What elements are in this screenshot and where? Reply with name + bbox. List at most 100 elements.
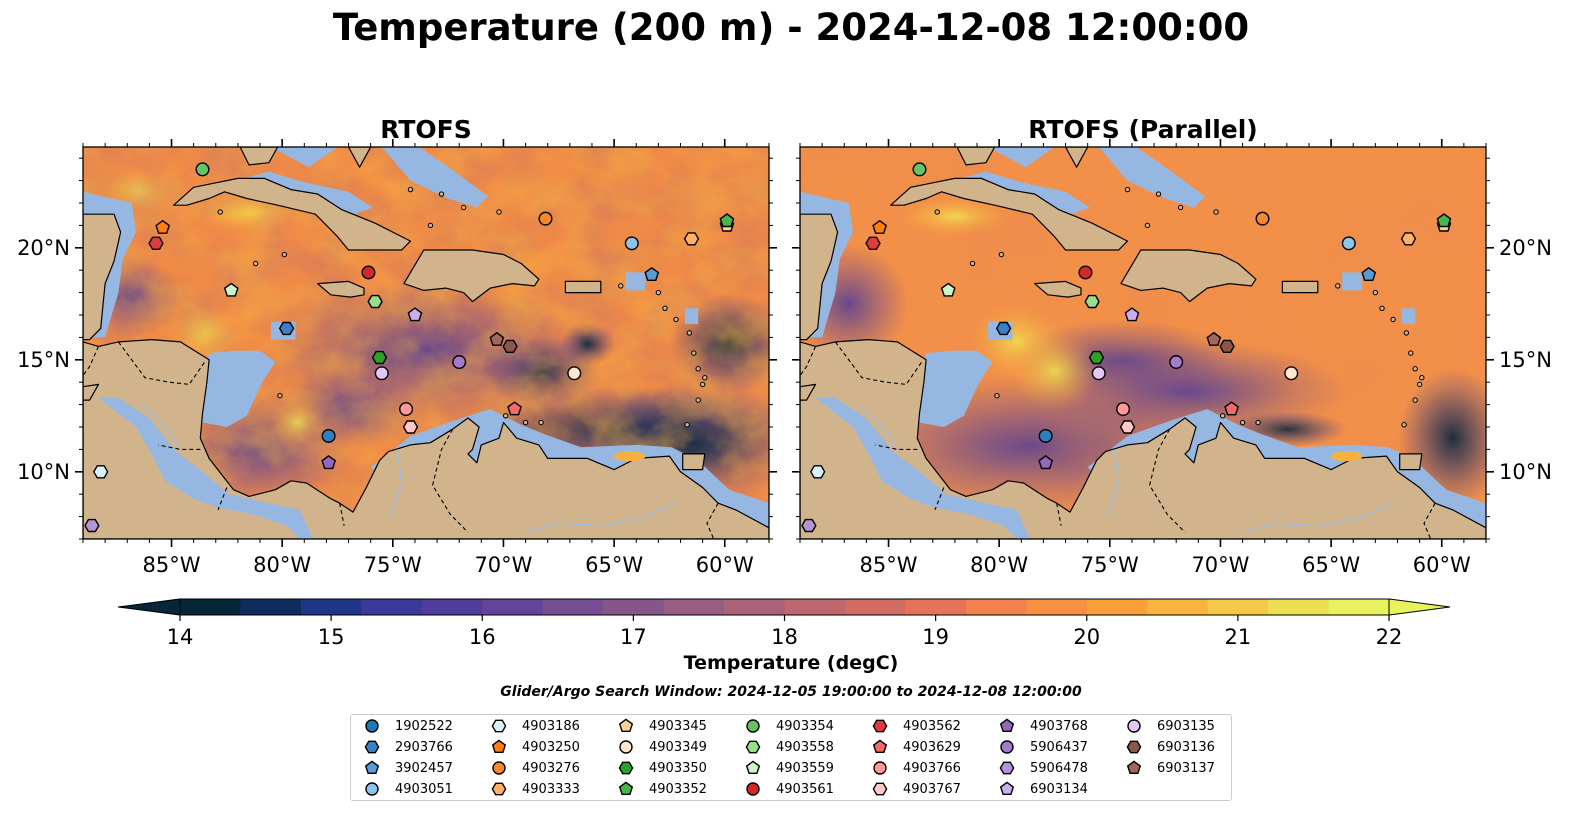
marker-4903333 (683, 232, 700, 246)
legend-marker-pentagon (999, 781, 1015, 796)
x-tick-label: 85°W (143, 553, 201, 577)
legend-item-4903766: 4903766 (871, 758, 961, 778)
legend-item-1902522: 1902522 (363, 716, 453, 736)
marker-4903562 (148, 236, 164, 251)
legend-marker-pentagon (618, 781, 634, 796)
legend-marker-pentagon (872, 739, 888, 754)
legend-marker-circle (1000, 740, 1014, 754)
legend-label: 6903134 (1030, 781, 1088, 797)
legend-marker-pentagon (1126, 760, 1142, 775)
legend-marker-hexagon (618, 761, 634, 775)
legend-symbol (618, 718, 634, 733)
legend-marker-pentagon (745, 760, 761, 775)
marker-4903768 (1038, 455, 1054, 470)
colorbar-segment (724, 599, 785, 615)
legend-symbol (746, 782, 760, 796)
legend-item-5906478: 5906478 (998, 758, 1088, 778)
marker-5906478 (84, 518, 100, 533)
colorbar-segment (1086, 599, 1148, 615)
legend-symbol (999, 781, 1015, 796)
legend-label: 3902457 (395, 760, 453, 776)
legend-marker-hexagon (491, 719, 507, 733)
legend-label: 1902522 (395, 718, 453, 734)
y-tick-label: 20°N (1499, 236, 1552, 260)
marker-4903333 (1400, 232, 1417, 246)
panel-title: RTOFS (380, 115, 472, 144)
colorbar-segment (180, 599, 241, 615)
marker-4903559 (223, 282, 239, 297)
colorbar-segment (240, 599, 302, 615)
legend-label: 4903559 (776, 760, 834, 776)
marker-4903558 (367, 294, 383, 309)
land (682, 453, 706, 471)
marker-4903349 (1284, 366, 1299, 381)
land (239, 147, 279, 166)
x-tick-label: 70°W (474, 553, 532, 577)
marker-extra-1 (1169, 355, 1184, 370)
legend-marker-hexagon (872, 782, 888, 796)
legend-marker-hexagon (491, 782, 507, 796)
colorbar-tick-label: 18 (771, 625, 798, 649)
search-window-label: Glider/Argo Search Window: 2024-12-05 19… (500, 684, 1082, 700)
marker-4903768 (321, 455, 337, 470)
marker-extra-0 (1038, 428, 1053, 443)
marker-6903137 (489, 331, 505, 346)
legend-item-4903561: 4903561 (744, 779, 834, 799)
legend-label: 4903767 (903, 781, 961, 797)
y-tick-label: 15°N (17, 348, 70, 372)
legend-item-4903349: 4903349 (617, 737, 707, 757)
marker-4903350 (371, 350, 388, 365)
land (1033, 280, 1082, 298)
legend-item-4903354: 4903354 (744, 716, 834, 736)
colorbar-tick-label: 16 (469, 625, 496, 649)
marker-6903135 (374, 366, 389, 381)
platform-legend: 1902522 2903766 3902457 4903051 4903186 49032… (350, 714, 1232, 801)
marker-2903766 (995, 321, 1012, 336)
colorbar-extend-max (1388, 598, 1451, 616)
legend-marker-circle (873, 761, 887, 775)
legend-symbol (999, 761, 1015, 775)
legend-item-4903558: 4903558 (744, 737, 834, 757)
marker-4903561 (1078, 265, 1093, 280)
legend-label: 4903562 (903, 718, 961, 734)
map-panel-2: RTOFS (Parallel) 85°W 80°W 75°W 70°W 65°W 60°W… (792, 115, 1552, 577)
legend-symbol (364, 740, 380, 754)
legend-label: 6903136 (1157, 739, 1215, 755)
legend-item-4903345: 4903345 (617, 716, 707, 736)
legend-label: 4903345 (649, 718, 707, 734)
x-tick-label: 75°W (364, 553, 422, 577)
legend-marker-hexagon (1126, 740, 1142, 754)
legend-label: 4903250 (522, 739, 580, 755)
legend-symbol (745, 760, 761, 775)
legend-symbol (1127, 719, 1141, 733)
land (1064, 147, 1089, 168)
legend-label: 6903137 (1157, 760, 1215, 776)
legend-label: 5906437 (1030, 739, 1088, 755)
y-tick-label: 10°N (1499, 460, 1552, 484)
legend-symbol (872, 739, 888, 754)
marker-4903276 (1255, 211, 1270, 226)
x-tick-label: 70°W (1191, 553, 1249, 577)
x-tick-label: 80°W (253, 553, 311, 577)
land (317, 280, 365, 298)
legend-symbol (619, 740, 633, 754)
legend-label: 4903558 (776, 739, 834, 755)
marker-4903629 (507, 401, 522, 416)
marker-4903766 (399, 402, 414, 417)
land (403, 249, 540, 303)
marker-4903276 (538, 211, 553, 226)
marker-4903051 (1341, 236, 1356, 251)
marker-3902457 (1361, 266, 1377, 281)
marker-4903354 (195, 162, 210, 177)
land (564, 280, 602, 294)
x-tick-label: 85°W (860, 553, 918, 577)
legend-item-4903276: 4903276 (490, 758, 580, 778)
marker-4903352 (1436, 213, 1452, 228)
legend-label: 2903766 (395, 739, 453, 755)
marker-4903558 (1084, 294, 1100, 309)
marker-4903354 (912, 162, 927, 177)
colorbar-tick-label: 20 (1073, 625, 1100, 649)
x-tick-label: 60°W (696, 553, 754, 577)
colorbar-segment (1207, 599, 1269, 615)
marker-5906478 (801, 518, 817, 533)
